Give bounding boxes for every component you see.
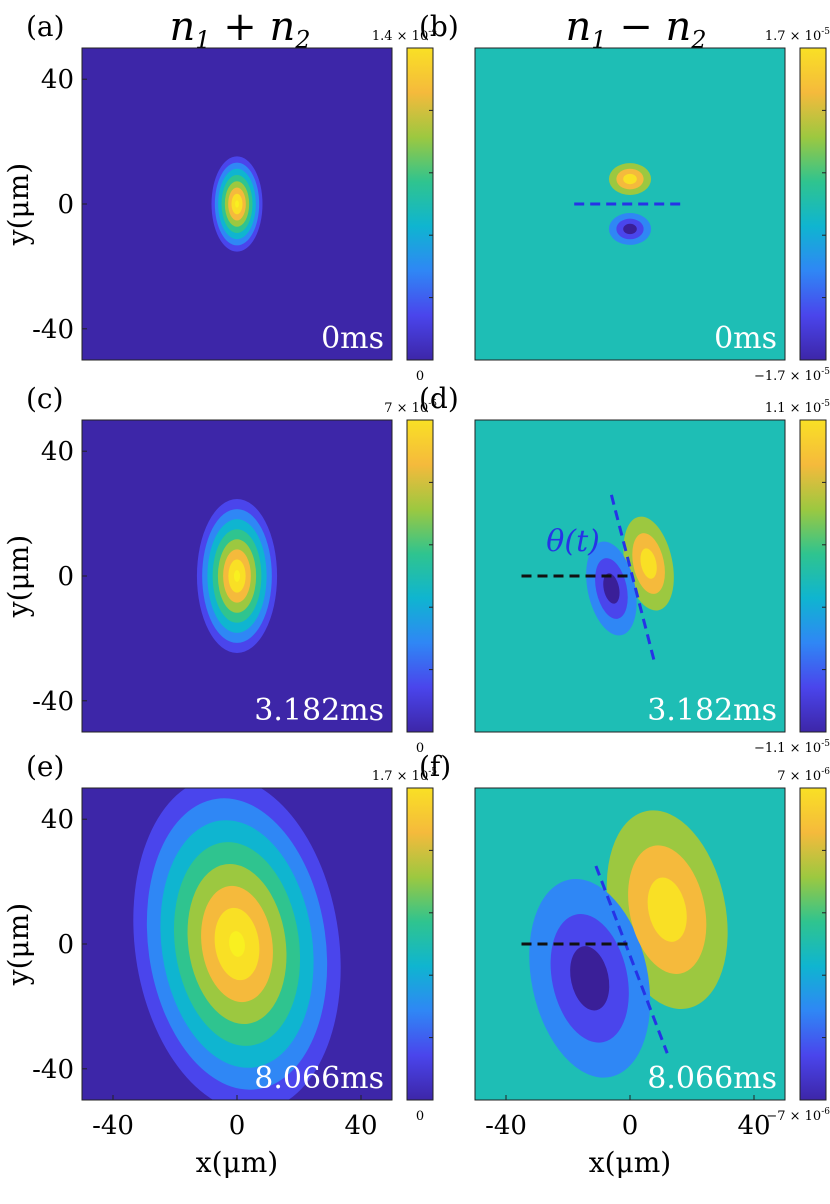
contour-peak — [233, 570, 241, 582]
panel-a: 0ms (a) 40 0 -40 y(μm) 1.4 × 10-4 0 — [2, 10, 437, 384]
panel-d: θ(t) 3.182ms (d) 1.1 × 10-5 −1.1 × 10-5 — [419, 382, 830, 756]
y-tick-label: 40 — [41, 805, 74, 835]
contour-peak — [235, 200, 239, 208]
panel-b: 0ms (b) 1.7 × 10-5 −1.7 × 10-5 — [419, 10, 830, 384]
colorbar — [799, 47, 827, 361]
panel-letter: (a) — [26, 10, 65, 43]
colorbar-min-label: −7 × 10-6 — [766, 1107, 830, 1124]
heatmap-field — [529, 810, 728, 1078]
y-axis-label: y(μm) — [2, 903, 35, 986]
x-tick-label: 40 — [344, 1111, 377, 1141]
panel-e: 8.066ms (e) 40 0 -40 y(μm) -40 0 40 x(μm) 1.7 × 10… — [2, 750, 437, 1179]
y-tick-label: -40 — [32, 1055, 74, 1085]
y-tick-label: 40 — [41, 65, 74, 95]
y-tick-label: -40 — [32, 315, 74, 345]
time-label: 0ms — [321, 321, 384, 356]
colorbar-max-label: 1.4 × 10-4 — [372, 27, 437, 44]
y-tick-label: -40 — [32, 687, 74, 717]
time-label: 3.182ms — [254, 693, 384, 728]
plot-frame — [474, 47, 786, 361]
y-axis-label: y(μm) — [2, 535, 35, 618]
contour-negative — [603, 573, 620, 604]
heatmap-field — [586, 516, 674, 636]
plot-frame — [474, 419, 786, 733]
x-tick-label: -40 — [92, 1111, 134, 1141]
colorbar — [799, 787, 827, 1101]
guide-line-tilted — [594, 865, 669, 1054]
time-label: 3.182ms — [647, 693, 777, 728]
panel-letter: (f) — [419, 750, 451, 783]
colorbar-max-label: 1.7 × 10-5 — [765, 27, 830, 44]
panel-f: 8.066ms (f) -40 0 40 x(μm) 7 × 10-6 −7 × 10-6 — [419, 750, 830, 1179]
colorbar — [406, 47, 434, 361]
colorbar-min-label: 0 — [416, 369, 424, 384]
panel-letter: (c) — [26, 382, 64, 415]
colorbar — [799, 419, 827, 733]
colorbar-min-label: −1.7 × 10-5 — [754, 367, 830, 384]
x-tick-label: 40 — [737, 1111, 770, 1141]
colorbar — [406, 787, 434, 1101]
contour-positive — [647, 877, 687, 942]
x-axis-label: x(μm) — [196, 1146, 278, 1179]
heatmap-field — [133, 788, 341, 1100]
y-tick-label: 40 — [41, 437, 74, 467]
y-axis-label: y(μm) — [2, 163, 35, 246]
colorbar — [406, 419, 434, 733]
panel-c: 3.182ms (c) 40 0 -40 y(μm) 7 × 10-5 0 — [2, 382, 437, 756]
contour-positive — [640, 548, 657, 579]
x-tick-label: 0 — [622, 1111, 639, 1141]
colorbar-max-label: 7 × 10-5 — [384, 399, 437, 416]
heatmap-field — [196, 499, 278, 653]
heatmap-field — [608, 163, 652, 245]
time-label: 8.066ms — [254, 1061, 384, 1096]
panel-letter: (d) — [419, 382, 459, 415]
theta-label: θ(t) — [546, 524, 600, 559]
x-axis-label: x(μm) — [589, 1146, 671, 1179]
contour-positive — [623, 173, 637, 185]
time-label: 8.066ms — [647, 1061, 777, 1096]
y-tick-label: 0 — [57, 190, 74, 220]
y-tick-label: 0 — [57, 930, 74, 960]
contour-peak — [229, 931, 245, 957]
colorbar-max-label: 1.7 × 10-5 — [372, 767, 437, 784]
column-title-sum: n1 + n2 — [169, 4, 310, 54]
column-title-diff: n1 − n2 — [565, 4, 706, 54]
contour-negative — [623, 223, 637, 235]
colorbar-min-label: 0 — [416, 741, 424, 756]
y-tick-label: 0 — [57, 562, 74, 592]
colorbar-min-label: 0 — [416, 1109, 424, 1124]
x-tick-label: -40 — [485, 1111, 527, 1141]
heatmap-field — [211, 156, 263, 252]
panel-letter: (b) — [419, 10, 459, 43]
colorbar-max-label: 7 × 10-6 — [777, 767, 830, 784]
guide-line-tilted — [609, 494, 657, 664]
colorbar-max-label: 1.1 × 10-5 — [765, 399, 830, 416]
x-tick-label: 0 — [229, 1111, 246, 1141]
panel-letter: (e) — [26, 750, 64, 783]
contour-negative — [570, 946, 610, 1011]
colorbar-min-label: −1.1 × 10-5 — [754, 739, 830, 756]
time-label: 0ms — [714, 321, 777, 356]
